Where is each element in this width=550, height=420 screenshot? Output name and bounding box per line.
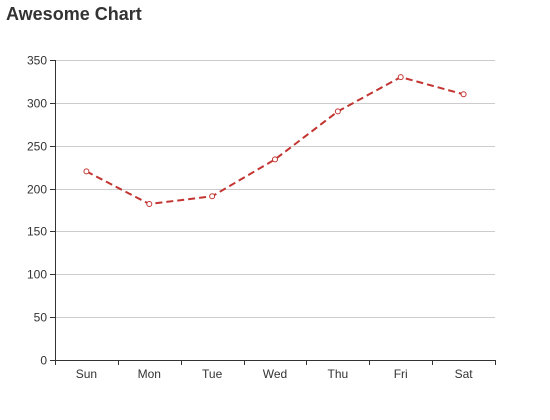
y-tick-label: 350 bbox=[27, 54, 47, 68]
y-tick-label: 200 bbox=[27, 183, 47, 197]
data-point bbox=[272, 156, 278, 163]
data-point bbox=[146, 201, 153, 207]
data-point bbox=[83, 168, 90, 175]
data-point bbox=[460, 91, 467, 98]
chart-title: Awesome Chart bbox=[6, 4, 142, 24]
y-tick-label: 0 bbox=[40, 354, 47, 368]
y-tick-label: 300 bbox=[27, 97, 47, 111]
y-tick-label: 150 bbox=[27, 225, 47, 239]
series-line bbox=[85, 76, 464, 205]
y-tick-label: 250 bbox=[27, 140, 47, 154]
x-tick-label: Tue bbox=[202, 367, 223, 381]
series-layer bbox=[83, 74, 467, 207]
data-point bbox=[334, 108, 341, 115]
x-tick-label: Sat bbox=[455, 367, 474, 381]
x-tick-label: Thu bbox=[328, 367, 349, 381]
y-tick-label: 100 bbox=[27, 268, 47, 282]
data-point bbox=[397, 74, 404, 81]
y-tick-label: 50 bbox=[34, 311, 48, 325]
x-tick-label: Wed bbox=[263, 367, 287, 381]
grid-lines bbox=[55, 60, 495, 318]
x-tick-label: Sun bbox=[76, 367, 97, 381]
axes: 0 50 100 150 200 250 300 350 Sun Mon Tue Wed Thu Fri S… bbox=[27, 54, 496, 381]
data-point bbox=[209, 193, 216, 200]
x-tick-label: Mon bbox=[138, 367, 161, 381]
x-tick-label: Fri bbox=[394, 367, 408, 381]
